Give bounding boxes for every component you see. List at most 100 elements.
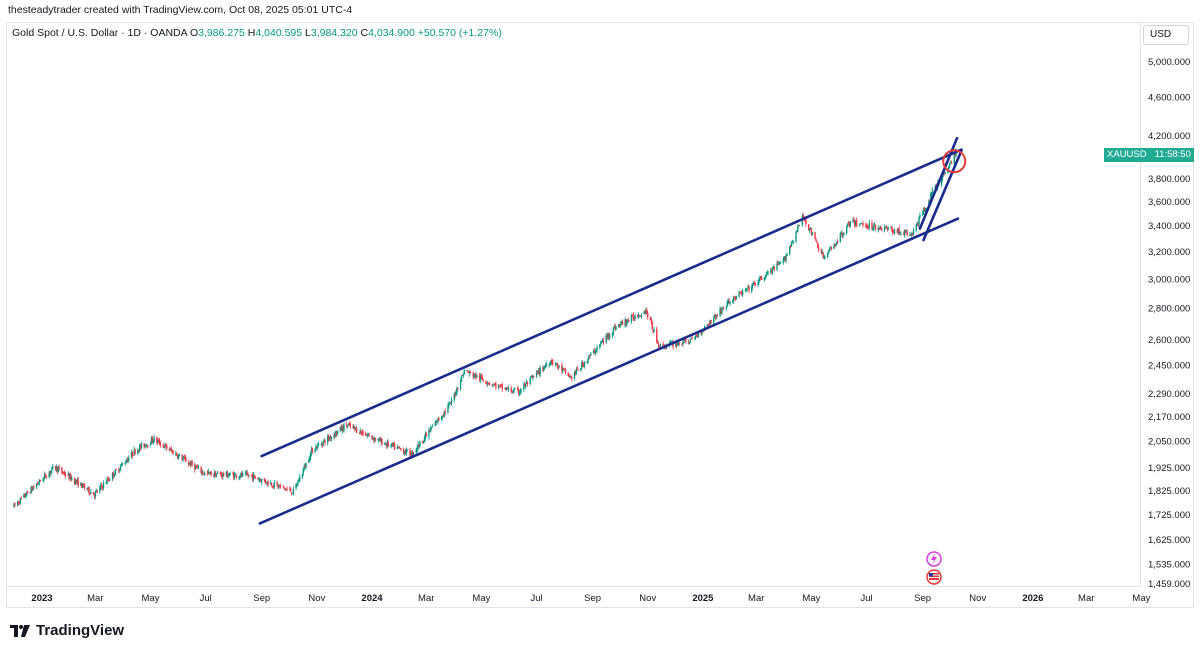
candle-body <box>689 339 691 343</box>
candle-body <box>323 439 325 442</box>
candle-body <box>251 474 253 476</box>
candle-body <box>134 449 136 454</box>
candle-body <box>197 466 200 468</box>
candle-body <box>915 225 917 231</box>
candle-body <box>676 343 679 345</box>
candle-body <box>403 451 406 455</box>
candle-body <box>479 376 482 381</box>
candle-body <box>792 240 795 242</box>
channel-lower-line[interactable] <box>258 217 960 525</box>
candle-body <box>213 472 216 477</box>
time-tick-label: 2025 <box>692 593 714 604</box>
candle-body <box>773 266 776 270</box>
candle-body <box>43 476 45 481</box>
candle-body <box>772 267 775 269</box>
candle-body <box>71 478 73 481</box>
candle-body <box>873 224 876 226</box>
candle-body <box>55 466 58 470</box>
candle-body <box>220 474 222 476</box>
candle-body <box>514 388 516 390</box>
candle-body <box>20 497 22 499</box>
highlight-circle[interactable] <box>942 149 967 174</box>
price-tick-label: 2,450.000 <box>1148 360 1190 371</box>
candle-body <box>25 491 28 496</box>
candle-body <box>867 227 870 229</box>
candle-body <box>647 312 649 318</box>
candle-body <box>574 371 577 374</box>
candle-body <box>542 367 544 371</box>
candle-body <box>905 231 908 232</box>
candle-body <box>290 492 293 494</box>
candle-body <box>848 224 851 227</box>
channel-upper-line[interactable] <box>260 148 963 458</box>
candle-body <box>119 465 122 469</box>
candle-body <box>139 445 142 448</box>
candle-body <box>809 228 812 230</box>
candle-body <box>61 467 63 473</box>
candle-body <box>13 503 15 507</box>
candle-body <box>185 457 187 463</box>
tradingview-logo[interactable]: TradingView <box>10 622 124 639</box>
candle-body <box>99 487 101 492</box>
candle-body <box>94 491 97 497</box>
candle-body <box>839 233 842 242</box>
time-axis[interactable] <box>6 586 1140 609</box>
candle-body <box>589 355 591 357</box>
steep-channel-upper-line[interactable] <box>918 136 959 230</box>
candle-body <box>442 415 445 417</box>
high-label: H <box>247 27 256 39</box>
candle-body <box>204 472 206 475</box>
candle-body <box>865 225 868 228</box>
candle-body <box>922 208 925 215</box>
candle-body <box>424 433 427 439</box>
candle-body <box>164 444 166 448</box>
candle-body <box>418 444 420 447</box>
candle-body <box>523 384 525 390</box>
candle-body <box>82 483 85 486</box>
candle-body <box>271 486 274 488</box>
price-axis[interactable] <box>1140 22 1195 586</box>
currency-selector[interactable]: USD <box>1143 25 1189 45</box>
candle-body <box>638 314 640 318</box>
candle-body <box>289 488 292 492</box>
candle-body <box>517 389 520 394</box>
candle-body <box>233 474 236 478</box>
candle-body <box>109 479 111 481</box>
candle-body <box>646 310 648 313</box>
candle-body <box>377 438 380 441</box>
candle-body <box>438 418 440 421</box>
candle-body <box>892 231 895 234</box>
candle-body <box>760 276 762 278</box>
candle-body <box>367 435 370 437</box>
candle-body <box>437 418 439 423</box>
candle-body <box>586 361 588 364</box>
candle-body <box>771 267 774 273</box>
open-label: O <box>189 27 199 39</box>
candle-body <box>909 233 911 236</box>
candle-body <box>493 384 495 386</box>
candle-body <box>73 478 76 484</box>
candle-body <box>533 376 535 378</box>
symbol-description[interactable]: Gold Spot / U.S. Dollar · 1D · OANDA <box>12 27 188 39</box>
time-tick-label: 2026 <box>1022 593 1043 604</box>
candle-body <box>44 474 46 477</box>
candle-body <box>127 459 129 461</box>
candle-body <box>732 300 734 302</box>
candle-body <box>86 488 88 490</box>
candle-body <box>209 471 211 474</box>
candle-body <box>823 257 825 259</box>
candle-body <box>301 473 304 478</box>
steep-channel-lower-line[interactable] <box>922 149 963 242</box>
candle-body <box>267 481 269 485</box>
candle-body <box>789 246 792 248</box>
candle-body <box>716 315 719 317</box>
candle-body <box>628 320 630 322</box>
us-flag-event-icon[interactable] <box>926 569 942 585</box>
candle-body <box>221 474 223 477</box>
candle-body <box>662 343 664 348</box>
candle-body <box>222 473 224 477</box>
candle-body <box>891 226 893 231</box>
candle-body <box>297 481 299 485</box>
lightning-event-icon[interactable] <box>926 551 942 567</box>
